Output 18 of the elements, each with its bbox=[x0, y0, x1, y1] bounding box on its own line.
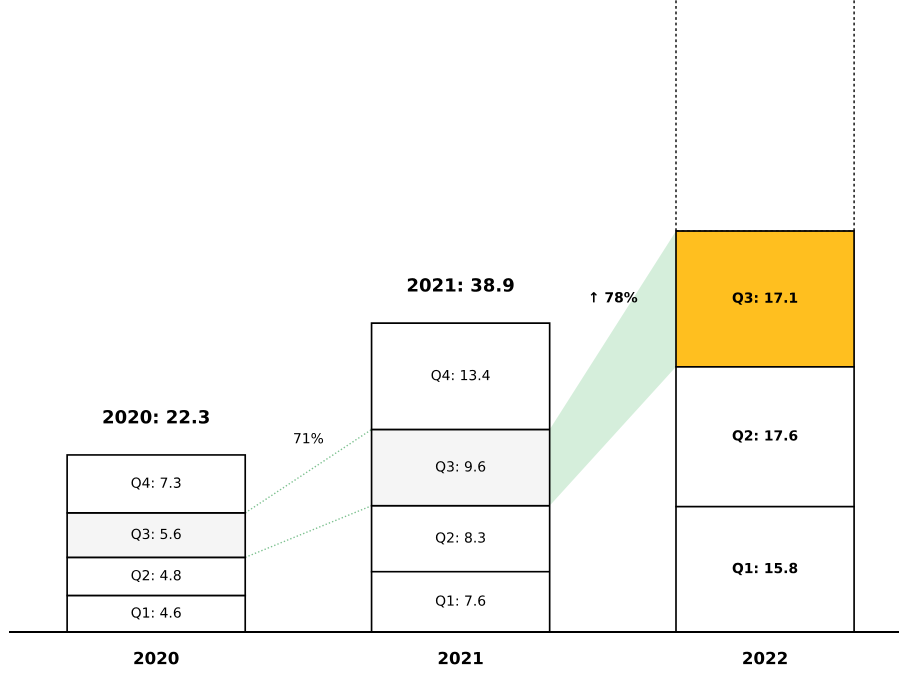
data-label: Q3: 17.1 bbox=[732, 292, 798, 305]
data-label: Q2: 4.8 bbox=[131, 570, 181, 582]
data-label: Q3: 5.6 bbox=[131, 528, 181, 541]
data-label: Q4: 7.3 bbox=[131, 477, 181, 490]
data-label: Q4: 13.4 bbox=[431, 370, 490, 382]
total-label: 2021: 38.9 bbox=[408, 278, 514, 292]
data-label: Q1: 4.6 bbox=[131, 607, 181, 620]
data-label: Q3: 9.6 bbox=[436, 461, 486, 474]
annotation: 71% bbox=[294, 432, 324, 444]
data-label: Q1: 7.6 bbox=[436, 595, 486, 608]
data-label: Q2: 17.6 bbox=[732, 430, 798, 443]
data-label: Q2: 8.3 bbox=[436, 532, 485, 544]
x-tick-label: 2021 bbox=[438, 652, 483, 664]
x-tick-label: 2020 bbox=[134, 652, 179, 664]
data-label: Q1: 15.8 bbox=[732, 562, 798, 576]
annotation: ↑ 78% bbox=[590, 292, 638, 303]
total-label: 2020: 22.3 bbox=[103, 410, 209, 424]
x-tick-label: 2022 bbox=[743, 652, 787, 664]
